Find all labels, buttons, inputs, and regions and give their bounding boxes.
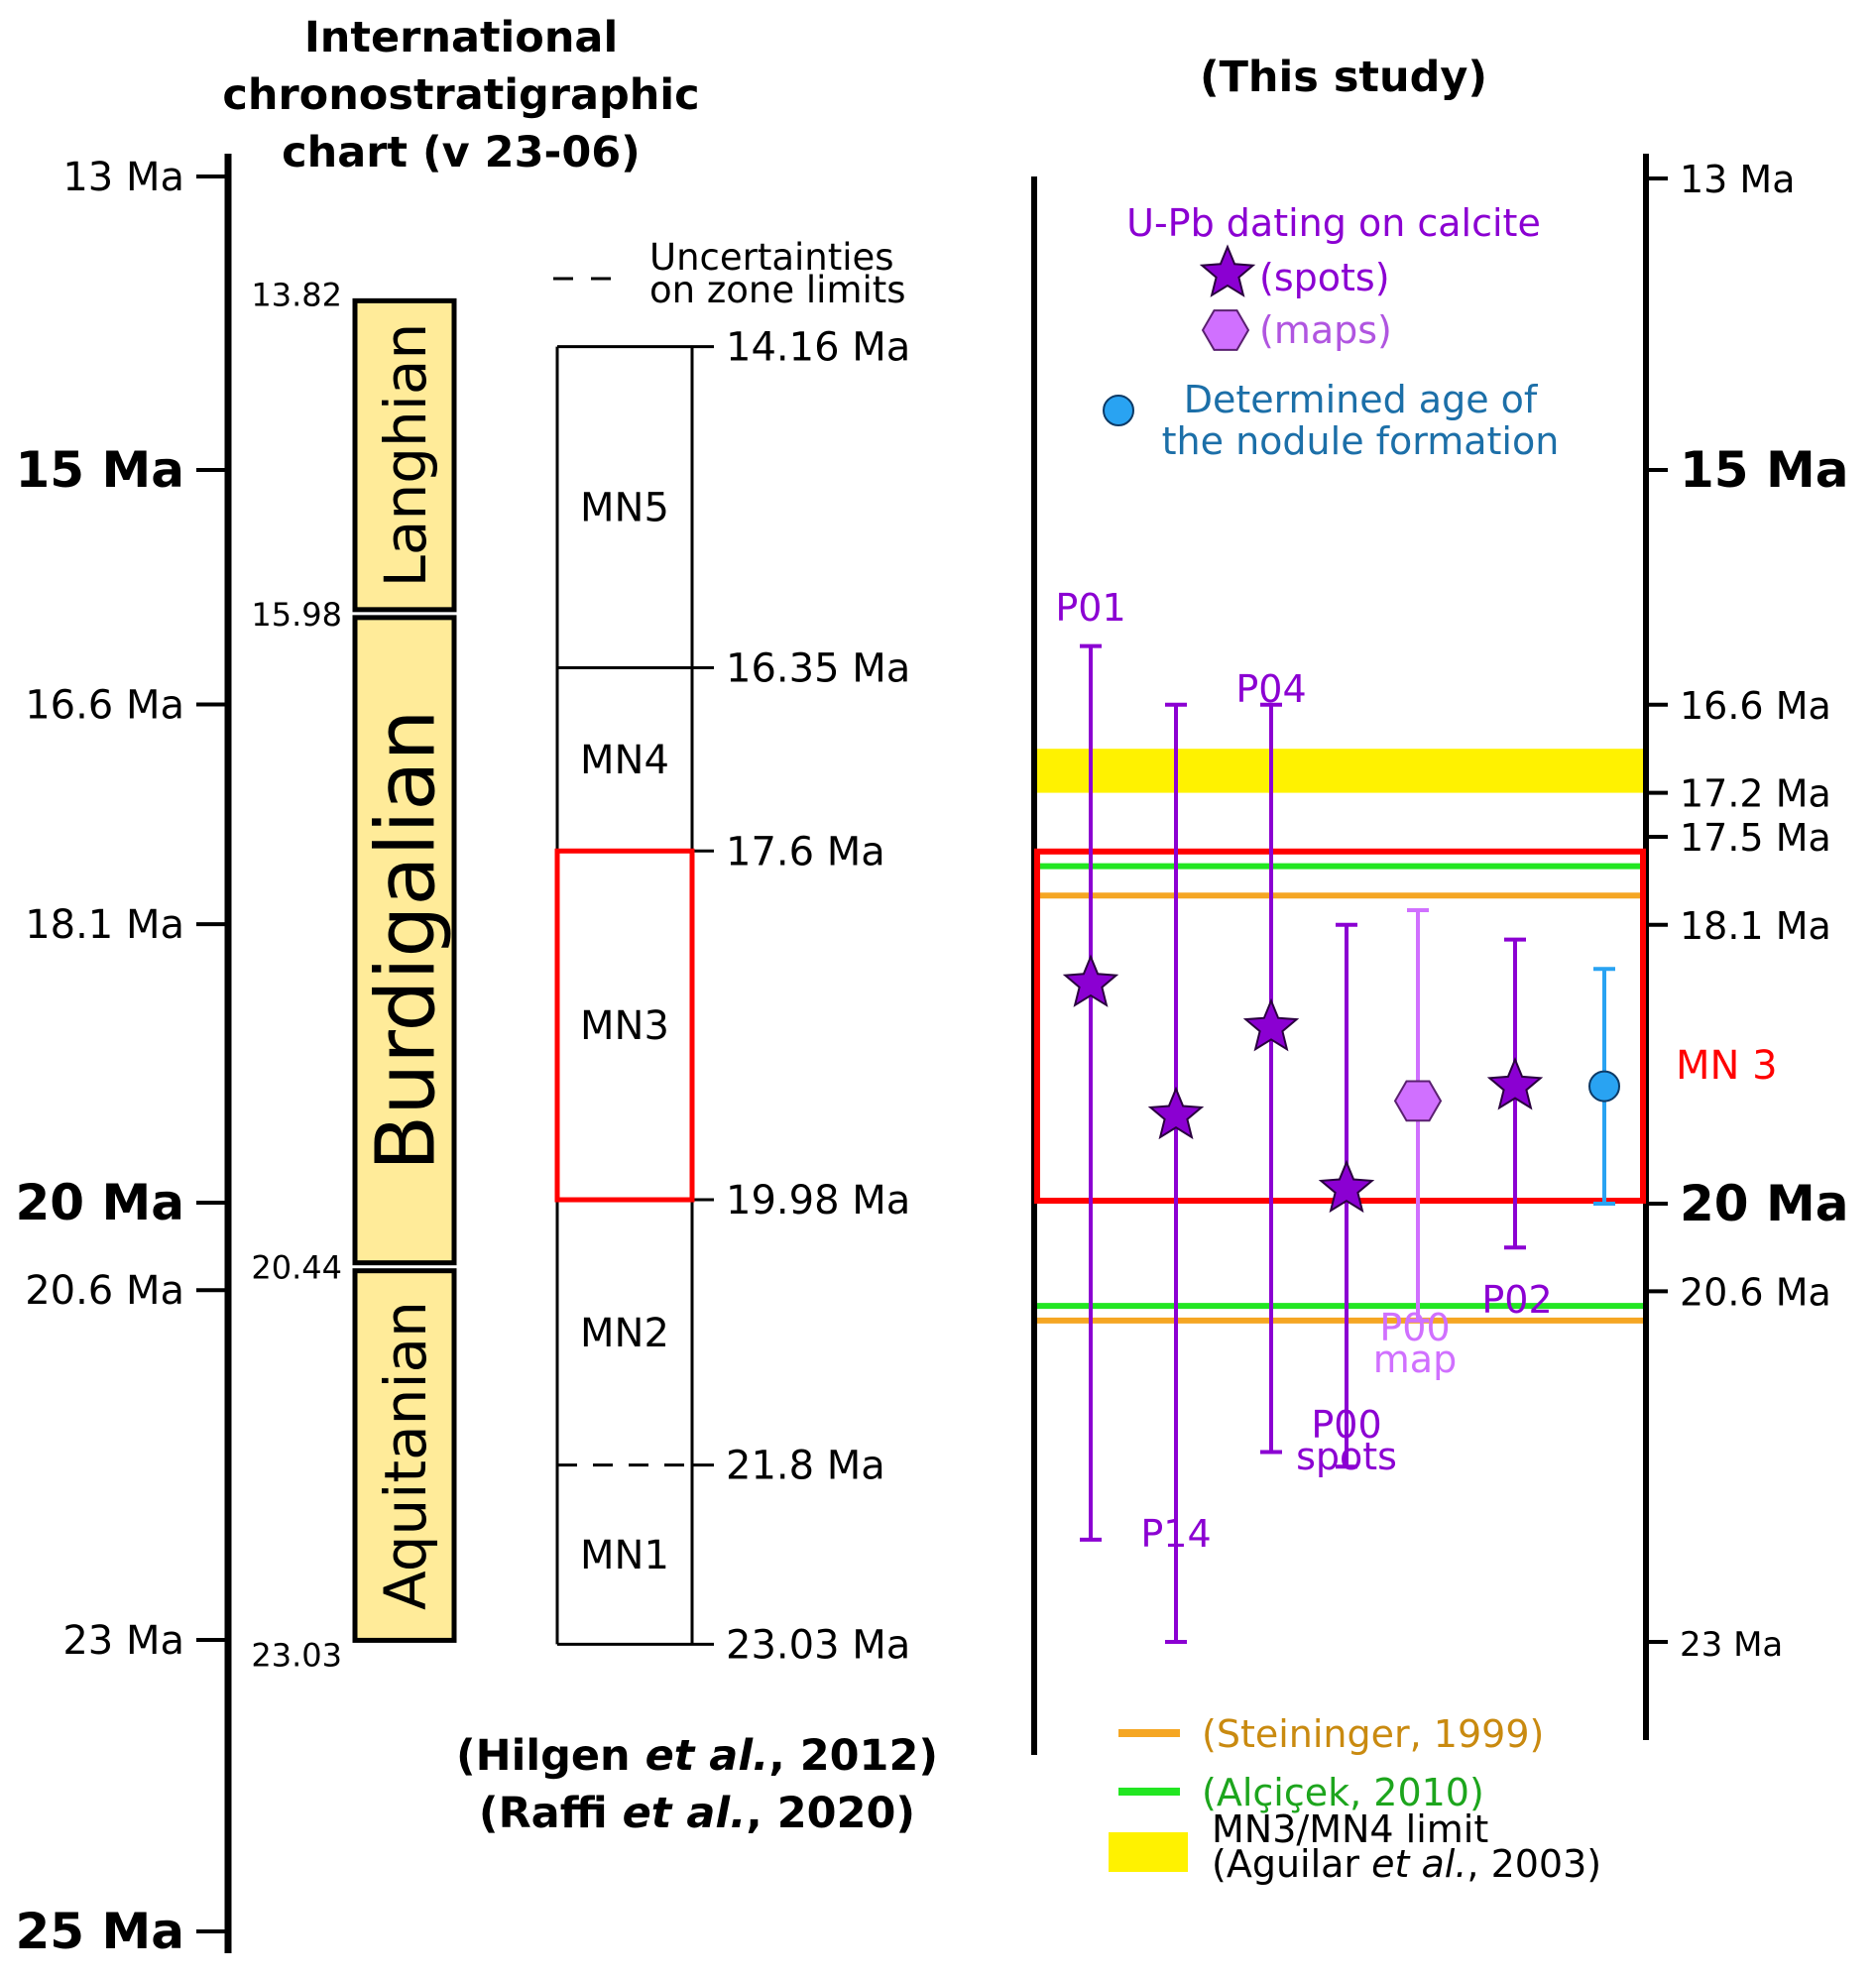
stage-boundary-23-03: 23.03: [251, 1636, 342, 1674]
stage-boundary-13-82: 13.82: [251, 276, 342, 313]
upb-legend-title: U-Pb dating on calcite: [1126, 201, 1541, 245]
point-label-p00-map-line1: P00: [1379, 1306, 1450, 1349]
alcicek-legend-label: (Alçiçek, 2010): [1202, 1771, 1484, 1814]
uncertainty-legend-line1: Uncertainties: [649, 236, 894, 279]
uncertainty-legend-line2: on zone limits: [649, 269, 906, 311]
mn-limit-label-17-6-ma: 17.6 Ma: [726, 829, 885, 874]
point-label-p00-spots-line1: P00: [1311, 1403, 1381, 1447]
hexagon-marker-p00-map: [1393, 1080, 1443, 1122]
aguilar-legend-post: , 2003): [1466, 1842, 1601, 1886]
right-header: (This study): [1200, 53, 1487, 102]
stage-column: Langhian Burdigalian Aquitanian 13.82 15.98 2…: [251, 276, 457, 1674]
stage-label-burdigalian: Burdigalian: [360, 710, 454, 1171]
left-header: International chronostratigraphic chart …: [222, 13, 699, 177]
mn-limit-label-19-98-ma: 19.98 Ma: [726, 1178, 910, 1223]
star-marker-p04: [1242, 997, 1300, 1052]
left-tick-label-20-ma: 20 Ma: [16, 1174, 184, 1231]
nodule-legend-line2: the nodule formation: [1162, 419, 1560, 463]
left-tick-label-20-6-ma: 20.6 Ma: [25, 1268, 184, 1314]
right-tick-label-20-6-ma: 20.6 Ma: [1680, 1270, 1831, 1314]
star-marker-p01: [1062, 954, 1119, 1007]
star-marker-p14: [1147, 1086, 1205, 1140]
right-tick-label-18-1-ma: 18.1 Ma: [1680, 904, 1831, 948]
upb-legend-spots: (spots): [1259, 256, 1390, 299]
mn-zone-label-mn5: MN5: [580, 486, 669, 531]
mn-limit-label-21-8-ma: 21.8 Ma: [726, 1444, 885, 1489]
left-header-line2: chronostratigraphic: [222, 70, 699, 120]
stage-label-aquitanian: Aquitanian: [372, 1301, 439, 1610]
reference-raffi-post: , 2020): [746, 1789, 915, 1838]
mn-zone-label-mn1: MN1: [580, 1533, 669, 1578]
left-tick-label-25-ma: 25 Ma: [16, 1903, 184, 1960]
stage-box-burdigalian: [352, 615, 457, 1266]
mn-limit-label-23-03-ma: 23.03 Ma: [726, 1622, 910, 1668]
reference-raffi-etal: et al.: [623, 1789, 747, 1838]
left-tick-label-18-1-ma: 18.1 Ma: [25, 902, 184, 948]
steininger-legend-label: (Steininger, 1999): [1202, 1712, 1544, 1756]
left-tick-label-13-ma: 13 Ma: [62, 155, 184, 200]
upb-legend: U-Pb dating on calcite (spots) (maps) De…: [1103, 201, 1560, 463]
mn3-box-label: MN 3: [1676, 1043, 1778, 1089]
upb-legend-maps: (maps): [1259, 308, 1392, 352]
mn3-study-box: [1034, 848, 1646, 1205]
aguilar-legend-line1: MN3/MN4 limit: [1212, 1807, 1488, 1851]
point-label-p00-spots-line2: spots: [1296, 1435, 1397, 1478]
point-label-p02: P02: [1481, 1278, 1552, 1322]
uncertainty-legend: Uncertainties on zone limits: [553, 236, 906, 311]
nodule-legend-line1: Determined age of: [1184, 378, 1539, 421]
hexagon-icon: [1201, 309, 1250, 351]
stage-boundary-15-98: 15.98: [251, 596, 342, 634]
aguilar-legend-swatch: [1109, 1832, 1188, 1872]
references: (Hilgen et al., 2012) (Raffi et al., 202…: [456, 1731, 938, 1838]
right-tick-label-23-ma: 23 Ma: [1680, 1625, 1783, 1665]
point-label-p04: P04: [1235, 667, 1306, 711]
left-tick-label-23-ma: 23 Ma: [62, 1618, 184, 1664]
mn-zone-label-mn3: MN3: [580, 1003, 669, 1049]
aguilar-band: [1037, 749, 1643, 793]
mn-limit-label-14-16-ma: 14.16 Ma: [726, 325, 910, 371]
left-axis-ticks: 13 Ma 15 Ma 16.6 Ma 18.1 Ma 20 Ma 20.6 Ma 23 M…: [16, 155, 228, 1960]
stage-boundary-20-44: 20.44: [251, 1249, 342, 1287]
reference-hilgen-post: , 2012): [768, 1731, 938, 1781]
reference-raffi: (Raffi et al., 2020): [479, 1789, 915, 1838]
right-tick-label-17-2-ma: 17.2 Ma: [1680, 772, 1831, 816]
aguilar-legend-line2: (Aguilar et al., 2003): [1212, 1842, 1601, 1886]
stage-box-aquitanian: [352, 1268, 457, 1643]
reference-hilgen: (Hilgen et al., 2012): [456, 1731, 938, 1781]
right-tick-label-17-5-ma: 17.5 Ma: [1680, 816, 1831, 860]
point-label-p14: P14: [1140, 1512, 1211, 1556]
star-icon: [1199, 244, 1256, 297]
right-tick-label-13-ma: 13 Ma: [1680, 158, 1796, 201]
right-tick-label-20-ma: 20 Ma: [1680, 1175, 1848, 1232]
aguilar-legend-etal: et al.: [1371, 1842, 1466, 1886]
left-tick-label-15-ma: 15 Ma: [16, 441, 184, 499]
point-label-p00-map-line2: map: [1373, 1338, 1457, 1381]
stage-box-langhian: [352, 297, 457, 613]
point-label-p01: P01: [1055, 586, 1125, 630]
aguilar-legend-pre: (Aguilar: [1212, 1842, 1371, 1886]
reference-hilgen-pre: (Hilgen: [456, 1731, 645, 1781]
mn-limit-label-16-35-ma: 16.35 Ma: [726, 646, 910, 692]
mn-zone-label-mn4: MN4: [580, 738, 669, 783]
left-tick-label-16-6-ma: 16.6 Ma: [25, 682, 184, 728]
mn3-highlight-box: [554, 848, 695, 1203]
star-marker-p02: [1486, 1056, 1544, 1110]
right-tick-label-15-ma: 15 Ma: [1680, 441, 1848, 499]
star-marker-p00-spots: [1318, 1159, 1375, 1214]
reference-hilgen-etal: et al.: [645, 1731, 769, 1781]
bottom-legend: (Steininger, 1999) (Alçiçek, 2010) MN3/M…: [1109, 1712, 1601, 1886]
mn-zone-label-mn2: MN2: [580, 1311, 669, 1356]
circle-marker-nodule: [1588, 1070, 1620, 1103]
right-tick-label-16-6-ma: 16.6 Ma: [1680, 684, 1831, 728]
reference-raffi-pre: (Raffi: [479, 1789, 623, 1838]
mn-zone-column: 14.16 Ma 16.35 Ma 17.6 Ma 19.98 Ma 21.8 Ma 23…: [554, 325, 910, 1668]
circle-icon: [1103, 395, 1134, 426]
left-header-line3: chart (v 23-06): [282, 128, 641, 177]
stage-label-langhian: Langhian: [372, 323, 439, 588]
left-header-line1: International: [304, 13, 618, 62]
